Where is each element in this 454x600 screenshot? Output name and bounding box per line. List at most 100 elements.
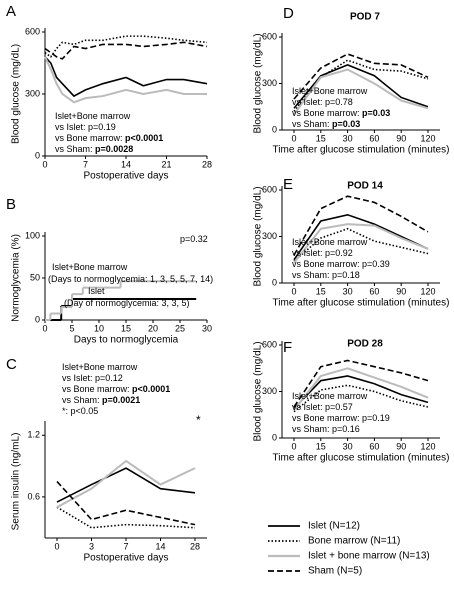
x-tick-label: 0 <box>54 541 59 551</box>
series-line <box>293 213 429 261</box>
series-line <box>44 56 207 104</box>
y-tick-label: 300 <box>262 231 277 241</box>
annotation: vs Bone marrow: p=0.19 <box>292 413 390 423</box>
legend-label: Sham (N=5) <box>308 566 362 577</box>
x-axis-label: Days to normoglycemia <box>74 335 179 346</box>
annotation-text: (Days to normoglycemia: 1, 3, 5, 5, 7, 1… <box>48 274 213 284</box>
annotation-text: (Day of normoglycemia: 3, 3, 5) <box>64 298 190 308</box>
x-tick-label: 120 <box>420 133 435 143</box>
x-tick-label: 30 <box>343 441 353 451</box>
annotation: vs Bone marrow: p<0.0001 <box>55 133 163 143</box>
series-line <box>293 367 429 411</box>
x-tick-label: 120 <box>420 441 435 451</box>
annotation-text: Islet+Bone marrow <box>55 111 131 121</box>
annotation: vs Sham: p=0.18 <box>292 270 360 280</box>
annotation: p=0.32 <box>180 234 208 244</box>
x-tick-label: 90 <box>396 133 406 143</box>
series-line <box>44 41 208 60</box>
annotation-text: * <box>196 413 201 427</box>
y-tick-label: 100 <box>25 230 40 240</box>
x-tick-label: 0 <box>42 159 47 169</box>
panel: A 0 300 600 0 7 14 21 28 Postoperative days Blood … <box>6 3 212 182</box>
annotation-text: vs Sham: <box>292 119 332 129</box>
annotation-text: Islet+Bone marrow <box>292 86 368 96</box>
y-tick-label: 0 <box>272 432 277 442</box>
y-tick-label: 0.6 <box>27 491 40 501</box>
x-axis-label: Postoperative days <box>83 553 168 564</box>
x-tick-label: 21 <box>161 159 171 169</box>
series-line <box>56 459 196 509</box>
annotation-text: *: p<0.05 <box>62 406 98 416</box>
series-line <box>293 195 429 256</box>
annotation-text: Islet+Bone marrow <box>62 362 138 372</box>
x-tick-label: 30 <box>202 323 212 333</box>
y-tick-label: 0 <box>35 314 40 324</box>
chart-title: POD 7 <box>350 12 380 23</box>
series-line <box>44 56 208 98</box>
x-tick-label: 15 <box>316 286 326 296</box>
annotation: (Day of normoglycemia: 3, 3, 5) <box>64 298 190 308</box>
chart-title: POD 28 <box>347 339 383 350</box>
legend-label: Bone marrow (N=11) <box>308 536 400 547</box>
x-tick-label: 28 <box>190 541 200 551</box>
annotation-text: vs Bone marrow: <box>292 108 362 118</box>
x-tick-label: 10 <box>94 323 104 333</box>
x-tick-label: 90 <box>396 441 406 451</box>
chart-title: POD 14 <box>347 181 383 192</box>
y-tick-label: 600 <box>25 26 40 36</box>
x-axis-label: Postoperative days <box>83 171 168 182</box>
x-tick-label: 3 <box>89 541 94 551</box>
annotation: Islet+Bone marrow <box>55 111 131 121</box>
annotation-bold: p<0.0001 <box>125 133 163 143</box>
y-tick-label: 600 <box>262 339 277 349</box>
y-axis-label: Blood glucose (mg/dL) <box>253 186 264 286</box>
annotation-text: vs Islet: p=0.78 <box>292 97 353 107</box>
y-tick-label: 0 <box>272 124 277 134</box>
annotation-text: Islet+Bone marrow <box>292 391 368 401</box>
series-line <box>293 384 429 413</box>
y-tick-label: 300 <box>262 386 277 396</box>
annotation: vs Islet: p=0.78 <box>292 97 353 107</box>
annotation-text: vs Islet: p=0.12 <box>62 373 123 383</box>
annotation: vs Sham: p=0.03 <box>292 119 360 129</box>
x-tick-label: 15 <box>316 133 326 143</box>
annotation: * <box>196 413 201 427</box>
y-tick-label: 600 <box>262 184 277 194</box>
x-tick-label: 60 <box>369 441 379 451</box>
series-line <box>293 53 429 100</box>
series-line <box>293 375 429 410</box>
annotation-text: vs Bone marrow: <box>55 133 125 143</box>
x-tick-label: 28 <box>202 159 212 169</box>
panel: D POD 7 0 300 600 0 15 30 60 90 120 Time after gluc… <box>253 5 450 156</box>
x-tick-label: 20 <box>148 323 158 333</box>
x-tick-label: 60 <box>369 133 379 143</box>
panel-label: D <box>283 5 294 22</box>
annotation-text: Islet+Bone marrow <box>292 237 368 247</box>
annotation: *: p<0.05 <box>62 406 98 416</box>
annotation: Islet+Bone marrow <box>292 391 368 401</box>
x-axis-label: Time after glucose stimulation (minutes) <box>273 145 450 156</box>
panel-label: E <box>283 176 293 193</box>
panel: F POD 28 0 300 600 0 15 30 60 90 120 Time after glu… <box>253 339 450 464</box>
annotation: vs Bone marrow: p<0.0001 <box>62 384 170 394</box>
annotation: Islet <box>88 286 105 296</box>
annotation: Islet+Bone marrow <box>292 86 368 96</box>
annotation-text: p=0.32 <box>180 234 208 244</box>
y-tick-label: 0 <box>272 277 277 287</box>
x-tick-label: 25 <box>175 323 185 333</box>
x-tick-label: 120 <box>420 286 435 296</box>
series-line <box>293 64 429 109</box>
annotation-text: vs Bone marrow: <box>62 384 132 394</box>
y-axis-label: Serum insulin (ng/mL) <box>11 433 22 531</box>
annotation: vs Sham: p=0.0021 <box>62 395 140 405</box>
annotation-text: vs Bone marrow: p=0.39 <box>292 259 390 269</box>
annotation-bold: p=0.0028 <box>95 144 133 154</box>
panel: C 0.6 1.2 0 3 7 14 28 Postoperative days Serum in… <box>6 356 207 564</box>
annotation-text: vs Sham: <box>55 144 95 154</box>
annotation: (Days to normoglycemia: 1, 3, 5, 5, 7, 1… <box>48 274 213 284</box>
annotation-bold: p<0.0001 <box>132 384 170 394</box>
annotation: vs Bone marrow: p=0.39 <box>292 259 390 269</box>
legend-label: Islet + bone marrow (N=13) <box>308 551 430 562</box>
panel-label: F <box>283 339 292 356</box>
